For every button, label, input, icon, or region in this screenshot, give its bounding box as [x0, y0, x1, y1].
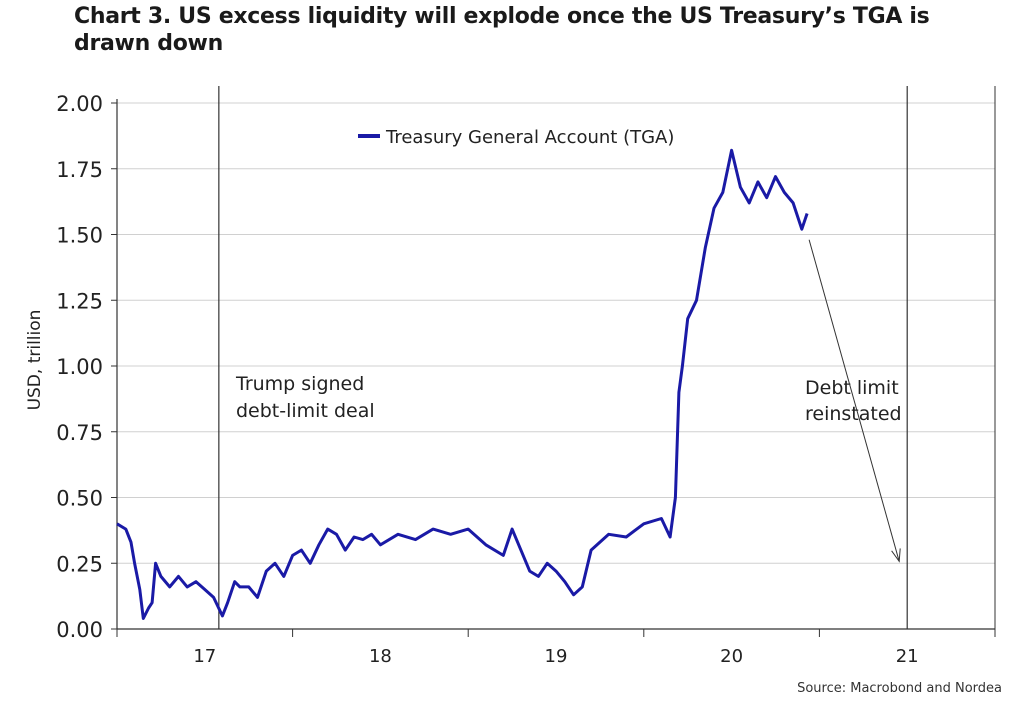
annotations: Trump signed debt-limit deal Debt limit rei…: [235, 239, 902, 563]
y-tick-label: 0.75: [56, 421, 103, 445]
annotation-arrow-head: [891, 548, 901, 563]
y-tick-label: 0.50: [56, 487, 103, 511]
chart-title: Chart 3. US excess liquidity will explod…: [74, 4, 930, 56]
y-axis-label: USD, trillion: [25, 310, 45, 411]
x-tick-label: 19: [545, 646, 568, 667]
y-tick-label: 1.00: [56, 355, 103, 379]
y-tick-label: 1.25: [56, 289, 103, 313]
y-tick-label: 0.00: [56, 618, 103, 642]
y-tick-label: 0.25: [56, 552, 103, 576]
y-tick-labels: 0.00 0.25 0.50 0.75 1.00 1.25 1.50 1.75 2.00: [56, 92, 103, 642]
x-tick-label: 17: [193, 646, 216, 667]
x-tick-label: 18: [369, 646, 392, 667]
series-line-tga: [116, 148, 809, 620]
x-tick-label: 21: [896, 646, 919, 667]
annotation-trump-deal: debt-limit deal: [236, 400, 375, 422]
annotation-debt-limit: Debt limit: [805, 377, 899, 399]
grid-lines: [117, 102, 995, 564]
legend: Treasury General Account (TGA): [358, 127, 674, 148]
event-lines: [218, 86, 908, 629]
annotation-arrow-line: [808, 239, 900, 562]
series-group: [116, 148, 809, 620]
legend-label-tga: Treasury General Account (TGA): [385, 127, 674, 148]
y-tick-label: 1.75: [56, 158, 103, 182]
y-tick-label: 2.00: [56, 92, 103, 116]
x-tick-label: 20: [720, 646, 743, 667]
x-tick-labels: 17 18 19 20 21: [193, 646, 918, 667]
annotation-debt-limit: reinstated: [805, 403, 902, 425]
source-note: Source: Macrobond and Nordea: [797, 681, 1002, 696]
y-tick-label: 1.50: [56, 224, 103, 248]
annotation-trump-deal: Trump signed: [235, 373, 364, 395]
axes: [111, 86, 996, 637]
